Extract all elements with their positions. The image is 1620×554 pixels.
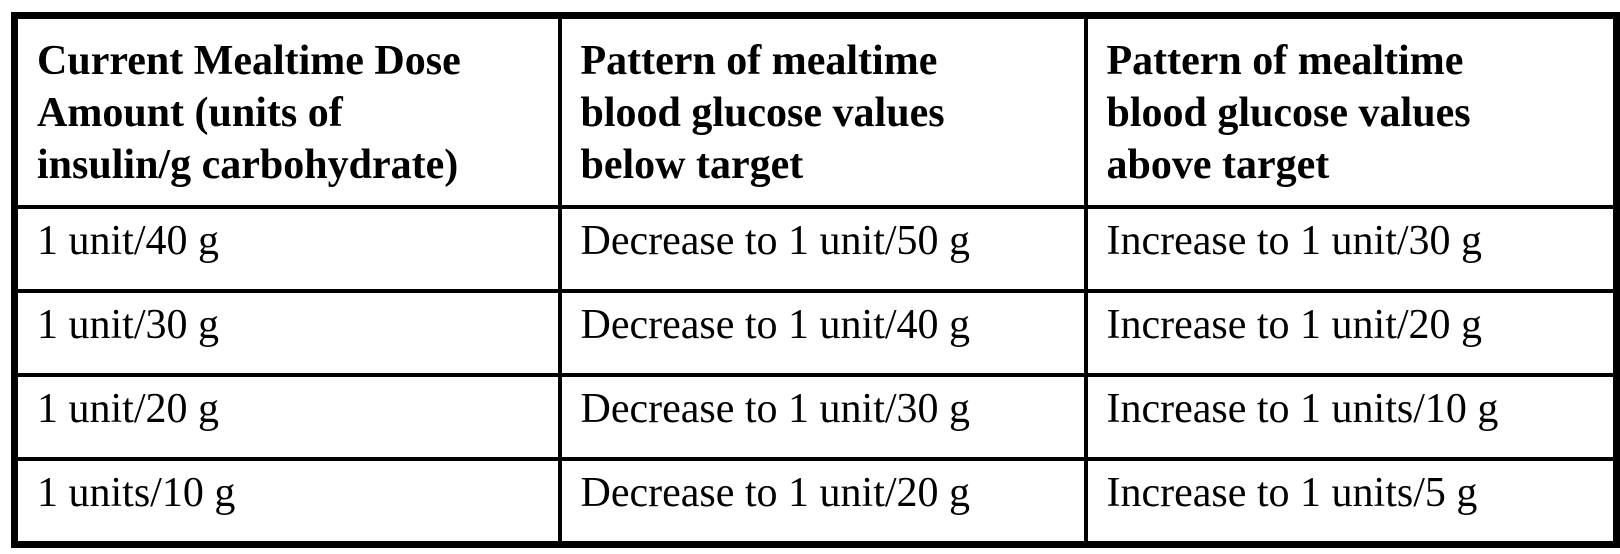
table-row: 1 unit/20 g Decrease to 1 unit/30 g Incr… — [12, 373, 1619, 461]
cell-current-dose: 1 unit/30 g — [12, 289, 562, 377]
cell-current-dose: 1 unit/40 g — [12, 205, 562, 293]
table-body: 1 unit/40 g Decrease to 1 unit/50 g Incr… — [12, 205, 1619, 547]
cell-decrease-action: Decrease to 1 unit/40 g — [557, 289, 1088, 377]
table-row: 1 unit/30 g Decrease to 1 unit/40 g Incr… — [12, 289, 1619, 377]
cell-increase-action: Increase to 1 units/5 g — [1083, 457, 1619, 547]
cell-decrease-action: Decrease to 1 unit/20 g — [557, 457, 1088, 547]
header-row: Current Mealtime Dose Amount (units of i… — [12, 13, 1619, 209]
mealtime-dose-adjustment-table: Current Mealtime Dose Amount (units of i… — [11, 12, 1620, 548]
cell-decrease-action: Decrease to 1 unit/50 g — [557, 205, 1088, 293]
table-row: 1 unit/40 g Decrease to 1 unit/50 g Incr… — [12, 205, 1619, 293]
table-row: 1 units/10 g Decrease to 1 unit/20 g Inc… — [12, 457, 1619, 547]
cell-increase-action: Increase to 1 unit/20 g — [1083, 289, 1619, 377]
cell-increase-action: Increase to 1 units/10 g — [1083, 373, 1619, 461]
header-cell-below-target: Pattern of mealtime blood glucose values… — [557, 13, 1088, 209]
cell-current-dose: 1 unit/20 g — [12, 373, 562, 461]
header-cell-above-target: Pattern of mealtime blood glucose values… — [1083, 13, 1619, 209]
table-header: Current Mealtime Dose Amount (units of i… — [12, 13, 1619, 209]
cell-current-dose: 1 units/10 g — [12, 457, 562, 547]
header-cell-current-dose: Current Mealtime Dose Amount (units of i… — [12, 13, 562, 209]
cell-decrease-action: Decrease to 1 unit/30 g — [557, 373, 1088, 461]
cell-increase-action: Increase to 1 unit/30 g — [1083, 205, 1619, 293]
